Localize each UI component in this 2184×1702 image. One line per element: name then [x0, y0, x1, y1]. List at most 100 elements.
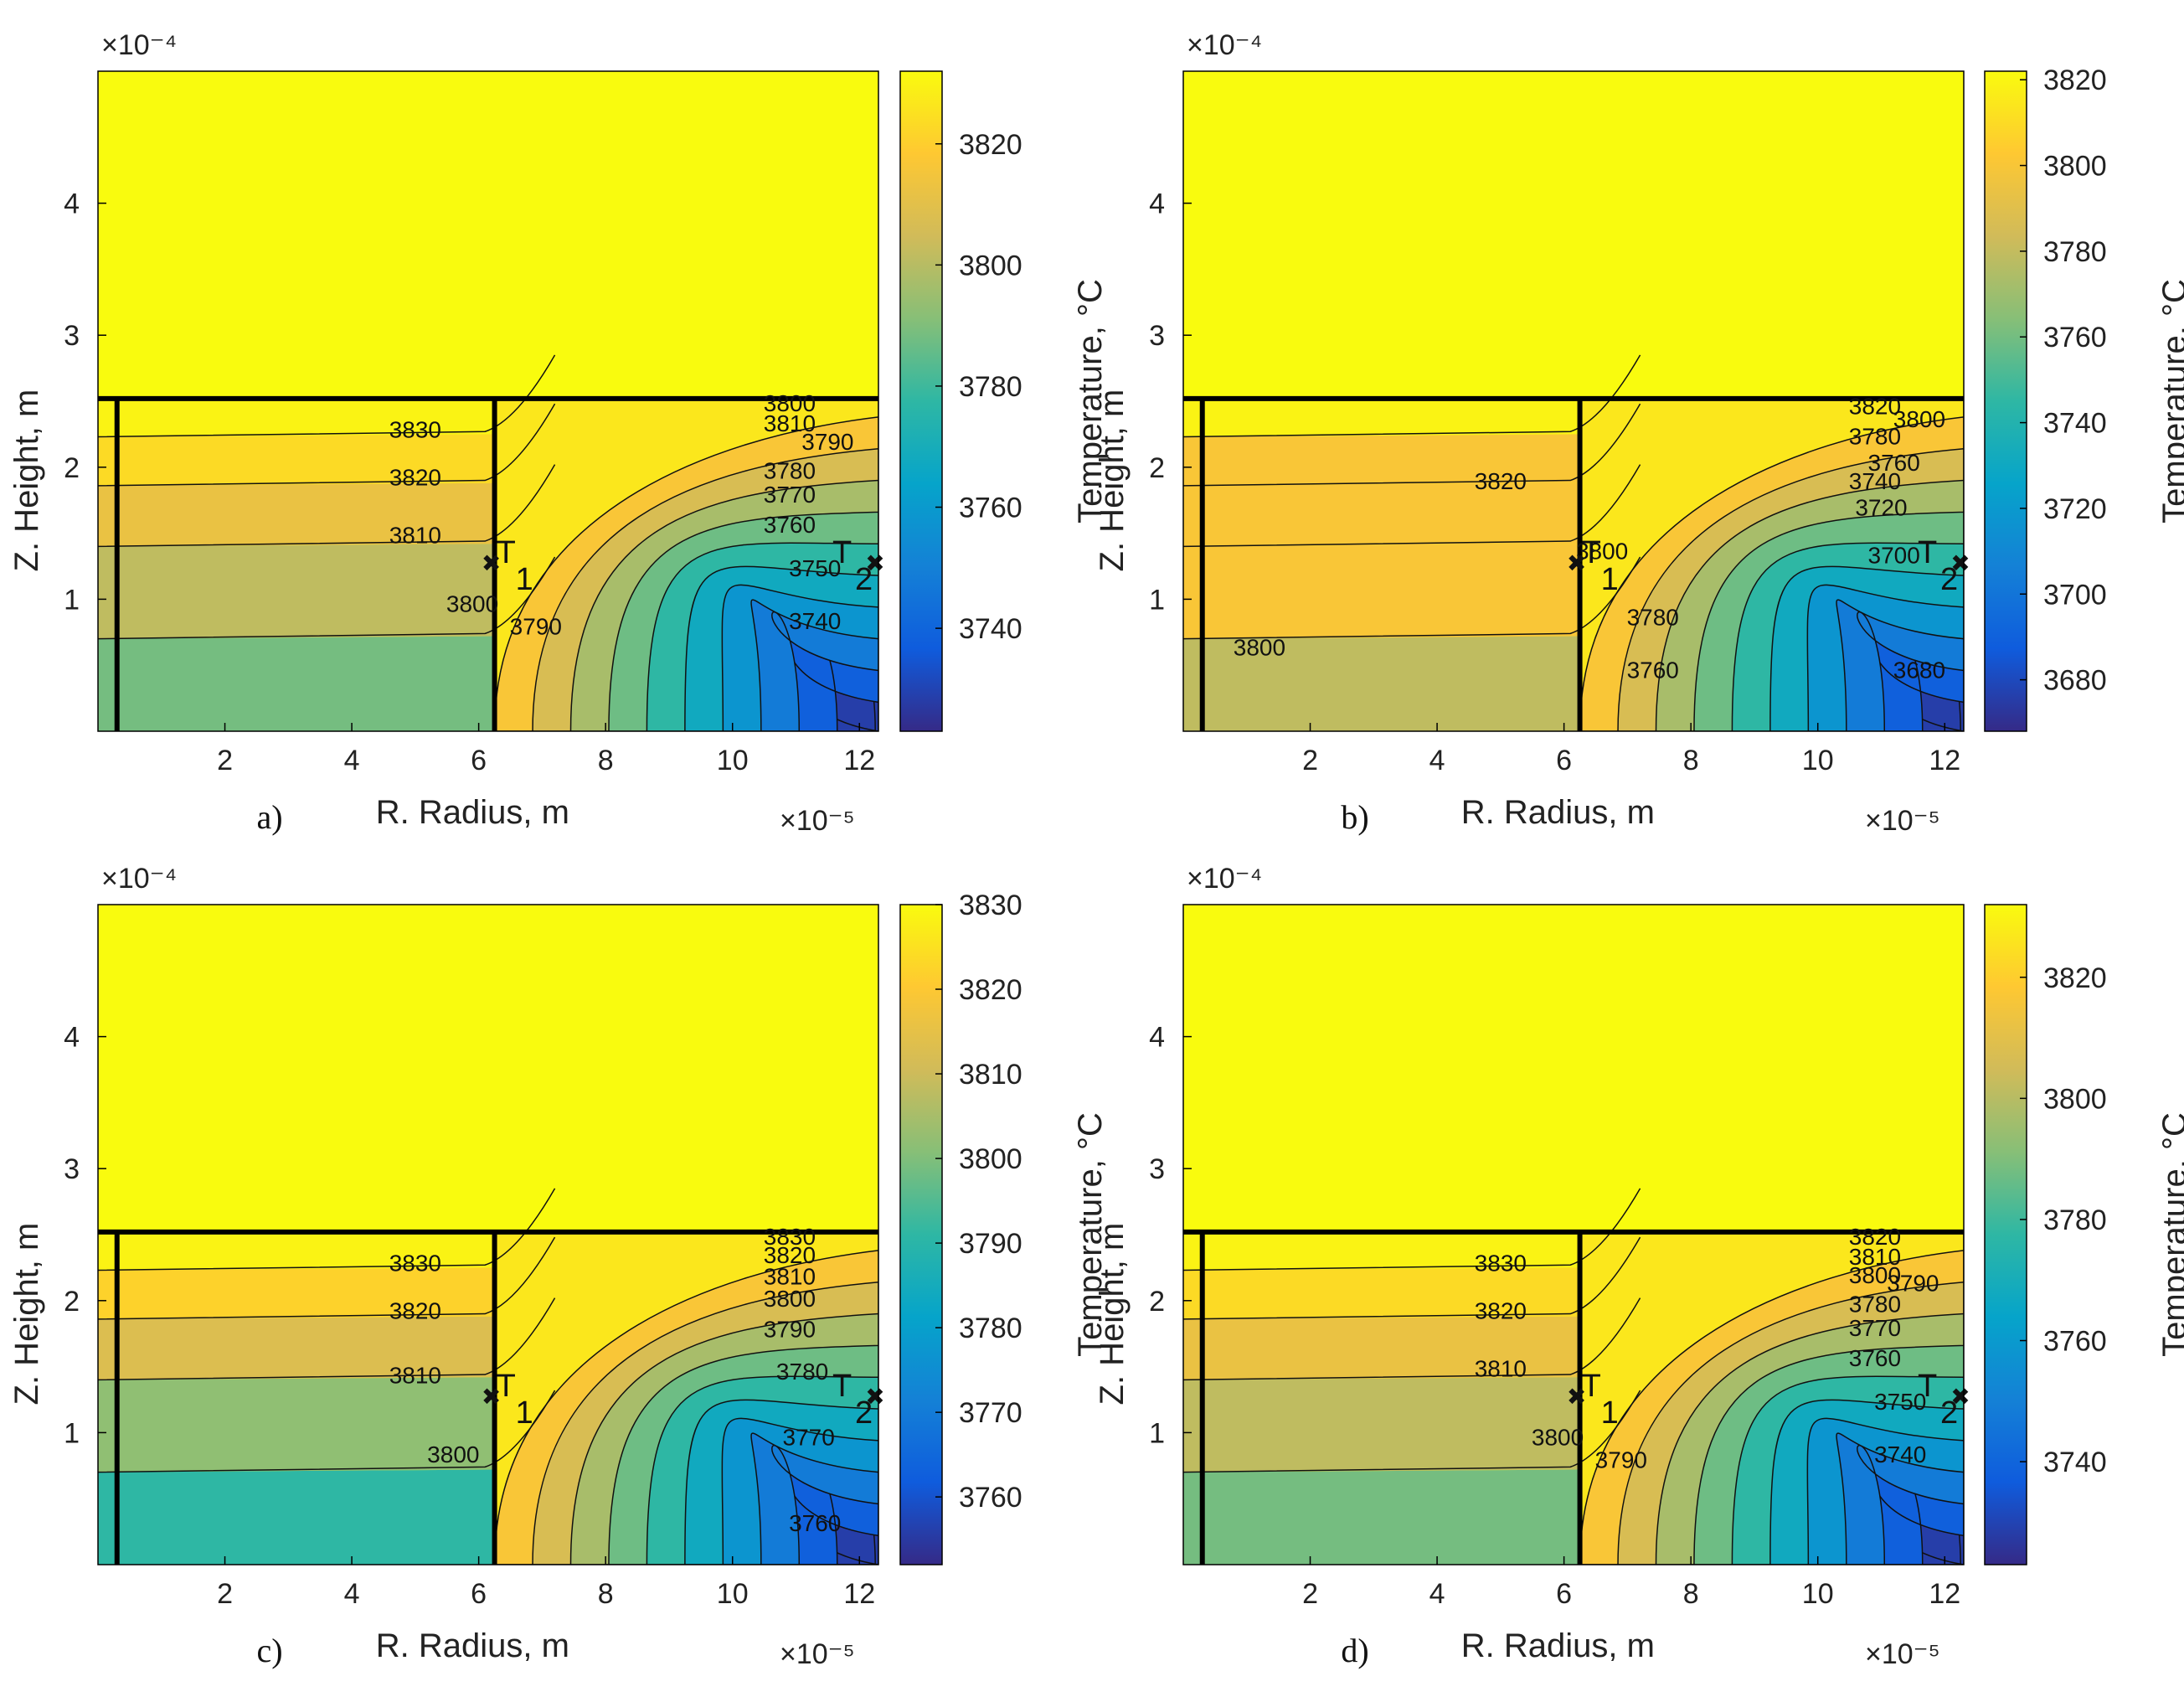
colorbar-tick-label: 3780: [959, 1313, 1022, 1344]
y-tick-label: 3: [64, 1153, 80, 1185]
band-left: [1183, 1316, 1580, 1380]
x-tick-label: 6: [1556, 1578, 1572, 1610]
panel-0: 3830382038103800379038003810378037903770…: [8, 29, 1109, 837]
x-tick-label: 10: [1802, 745, 1834, 776]
probe-sub: 1: [516, 1395, 533, 1431]
band-left: [98, 434, 495, 486]
contour-label: 3820: [1475, 1297, 1527, 1323]
band-left: [98, 398, 495, 437]
contour-label: 3800: [1234, 635, 1285, 661]
contour-line: [1183, 464, 1641, 548]
contour-label: 3770: [783, 1425, 835, 1451]
x-exponent: ×10⁻⁵: [1865, 1638, 1940, 1670]
panel-1: 3820380038003780376038203800378037603740…: [1094, 29, 2184, 837]
contour-label: 3800: [1893, 406, 1945, 432]
contour-label: 3760: [1868, 450, 1920, 476]
x-axis-label: R. Radius, m: [1461, 1627, 1655, 1664]
colorbar-tick-label: 3780: [2043, 1204, 2107, 1236]
colorbar-tick-label: 3820: [2043, 962, 2107, 994]
probe-label: T: [497, 1369, 516, 1404]
band-left: [98, 544, 495, 639]
y-tick-label: 1: [1149, 584, 1165, 616]
contour-line: [98, 556, 556, 640]
contour-label: 3780: [776, 1359, 828, 1385]
contour-label: 3810: [1849, 1244, 1901, 1270]
x-tick-label: 2: [217, 745, 233, 776]
contour-label: 3810: [389, 523, 441, 549]
contour-line: [1183, 1236, 1641, 1320]
probe-sub: 1: [1601, 562, 1619, 597]
contour-label: 3740: [789, 608, 841, 634]
axes-box: [1182, 904, 1965, 1565]
probe-sub: 1: [1601, 1395, 1619, 1431]
probe-sub: 2: [1940, 562, 1958, 597]
y-axis-label: Z. Height, m: [1094, 1223, 1131, 1405]
colorbar-tick-label: 3800: [2043, 151, 2107, 183]
x-tick-label: 2: [1302, 745, 1318, 776]
y-exponent: ×10⁻⁴: [101, 863, 177, 895]
y-tick-label: 4: [64, 1022, 80, 1054]
band-left: [1183, 1377, 1580, 1472]
colorbar-tick-label: 3780: [2043, 236, 2107, 268]
colorbar-tick-label: 3740: [2043, 408, 2107, 440]
contour-label: 3830: [389, 417, 441, 443]
x-tick-label: 10: [717, 745, 749, 776]
band-left: [98, 1469, 495, 1565]
colorbar-tick-label: 3740: [2043, 1447, 2107, 1478]
panel-2: 3830382038103800383038203810380037903780…: [8, 863, 1109, 1670]
y-axis-label: Z. Height, m: [8, 1223, 45, 1405]
probe-marker: ✖: [1950, 550, 1970, 576]
plot-area: 3830382038103800379038003810378037903770…: [98, 71, 878, 731]
band-left: [98, 482, 495, 547]
probe-marker: ✖: [865, 550, 884, 576]
x-axis-label: R. Radius, m: [376, 794, 569, 831]
colorbar-tick-label: 3810: [959, 1059, 1022, 1091]
x-tick-label: 8: [1683, 745, 1699, 776]
x-tick-label: 4: [1429, 1578, 1445, 1610]
colorbar-tick-label: 3760: [2043, 322, 2107, 353]
probe-label: T: [1582, 535, 1601, 570]
colorbar-tick-label: 3740: [959, 613, 1022, 645]
contour-line: [1183, 403, 1641, 487]
probe-sub: 2: [855, 562, 873, 597]
contour-label: 3780: [1849, 1291, 1901, 1317]
x-tick-label: 8: [1683, 1578, 1699, 1610]
colorbar-tick-label: 3790: [959, 1228, 1022, 1260]
contour-label: 3830: [1475, 1251, 1527, 1276]
colorbar-tick-label: 3780: [959, 371, 1022, 403]
x-tick-label: 2: [217, 1578, 233, 1610]
colorbar-tick-label: 3760: [959, 1482, 1022, 1514]
probe-marker: ✖: [1567, 550, 1586, 576]
axes-box: [97, 904, 879, 1565]
contour-line: [1183, 1188, 1641, 1271]
contour-line: [1183, 1390, 1641, 1473]
y-tick-label: 4: [1149, 1022, 1165, 1054]
contour-label: 3770: [1849, 1315, 1901, 1341]
x-axis-label: R. Radius, m: [376, 1627, 569, 1664]
contour-label: 3740: [1874, 1442, 1926, 1467]
contour-label: 3810: [764, 410, 816, 436]
y-exponent: ×10⁻⁴: [1187, 863, 1262, 895]
contour-label: 3780: [1849, 424, 1901, 450]
colorbar: [1984, 70, 2027, 732]
x-exponent: ×10⁻⁵: [780, 1638, 855, 1670]
x-tick-label: 8: [598, 745, 614, 776]
x-tick-label: 6: [471, 1578, 487, 1610]
colorbar-label: Temperature, °C: [2156, 279, 2184, 523]
band-left: [98, 636, 495, 731]
contour-line: [1183, 354, 1641, 438]
band-left: [98, 1267, 495, 1319]
contour-line: [98, 403, 556, 487]
colorbar-tick-label: 3770: [959, 1397, 1022, 1429]
x-tick-label: 4: [1429, 745, 1445, 776]
contour-label: 3810: [389, 1363, 441, 1389]
contour-label: 3740: [1849, 468, 1901, 494]
contour-label: 3820: [764, 1242, 816, 1268]
contour-line: [98, 1188, 556, 1271]
contour-label: 3810: [764, 1263, 816, 1289]
y-tick-label: 3: [1149, 1153, 1165, 1185]
contour-label: 3820: [1849, 1224, 1901, 1250]
contour-label: 3800: [427, 1442, 479, 1467]
contour-line: [98, 354, 556, 438]
y-tick-label: 3: [1149, 320, 1165, 352]
